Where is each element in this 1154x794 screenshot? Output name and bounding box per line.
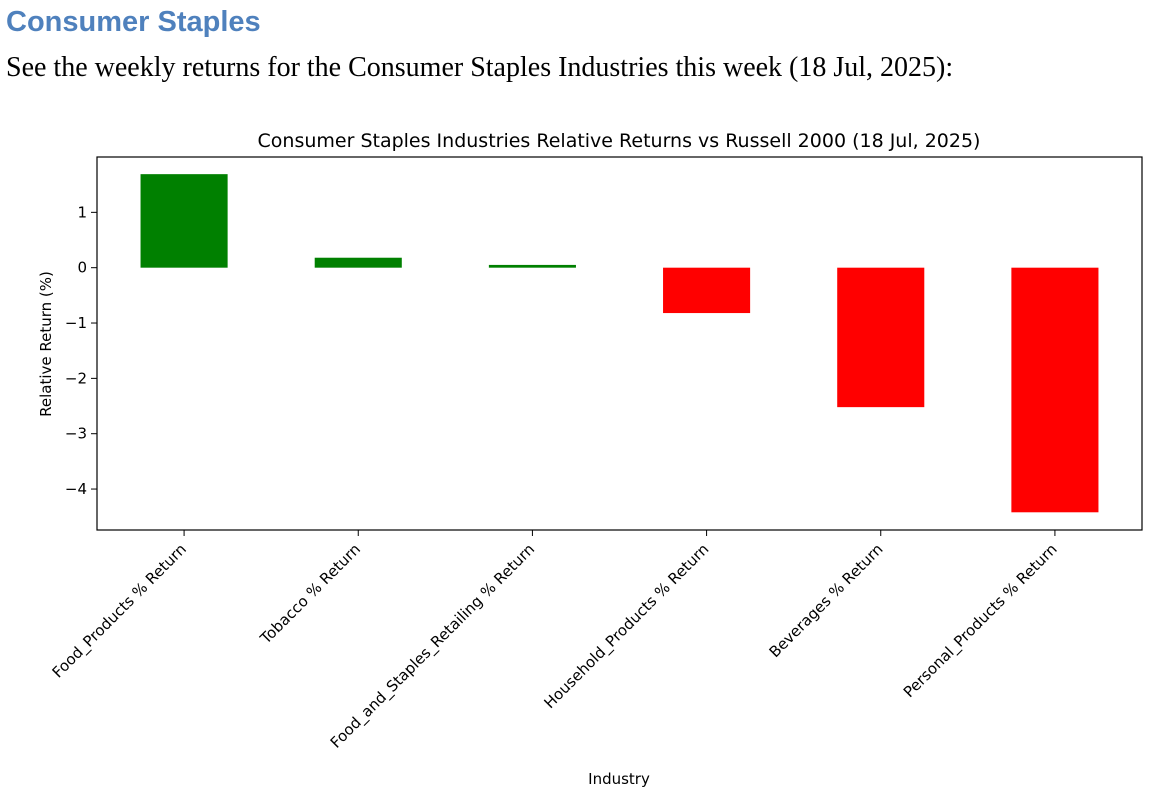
bar	[488, 264, 576, 268]
x-tick-label: Household_Products % Return	[540, 540, 713, 713]
plot-area: 1 0 −1 −2 −3 −4 Food_Products % Return Tobacco …	[49, 174, 1099, 752]
y-tick-label: −1	[65, 314, 87, 332]
y-tick-label: −4	[65, 480, 87, 498]
x-tick-label: Personal_Products % Return	[900, 540, 1062, 702]
chart-title: Consumer Staples Industries Relative Ret…	[258, 130, 981, 152]
intro-text: See the weekly returns for the Consumer …	[6, 52, 954, 83]
x-tick-label: Beverages % Return	[766, 540, 887, 661]
y-tick-label: −3	[65, 425, 87, 443]
x-tick-label: Food_Products % Return	[49, 540, 191, 682]
bar	[314, 257, 402, 268]
y-tick-label: 0	[77, 259, 87, 277]
plot-frame	[96, 156, 1143, 531]
bar	[837, 267, 925, 408]
bar	[140, 174, 228, 268]
bar	[1011, 267, 1099, 513]
x-axis-label: Industry	[588, 770, 650, 788]
bar	[663, 267, 751, 314]
x-tick-label: Food_and_Staples_Retailing % Return	[327, 540, 539, 752]
y-tick-label: 1	[77, 203, 87, 221]
section-heading: Consumer Staples	[6, 6, 261, 38]
y-axis-label: Relative Return (%)	[37, 271, 55, 417]
x-tick-label: Tobacco % Return	[256, 540, 364, 648]
y-tick-label: −2	[65, 369, 87, 387]
